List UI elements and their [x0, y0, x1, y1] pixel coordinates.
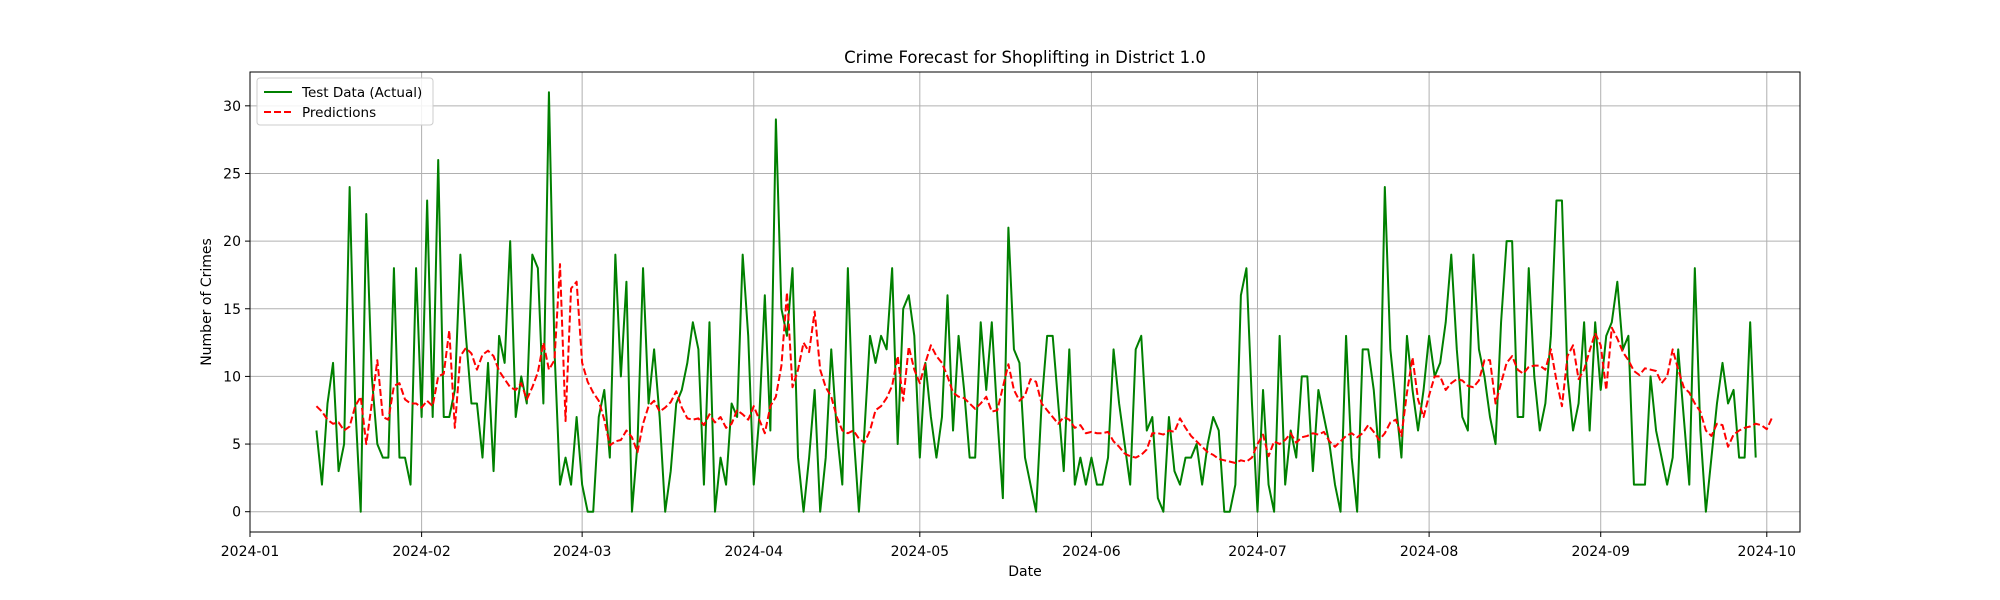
x-axis-title: Date	[1008, 564, 1041, 580]
legend: Test Data (Actual) Predictions	[256, 77, 434, 126]
x-tick-label: 2024-09	[1571, 544, 1630, 560]
y-tick-label: 0	[232, 505, 241, 521]
legend-label-actual: Test Data (Actual)	[301, 85, 422, 101]
y-tick-label: 5	[232, 437, 241, 453]
x-tick-label: 2024-03	[553, 544, 612, 560]
x-tick-label: 2024-08	[1400, 544, 1459, 560]
x-tick-label: 2024-04	[725, 544, 784, 560]
x-tick-label: 2024-02	[392, 544, 451, 560]
legend-box	[256, 77, 434, 126]
series-line-actual	[315, 91, 1757, 513]
plot-series	[315, 91, 1774, 513]
y-tick-label: 10	[223, 369, 241, 385]
x-tick-label: 2024-07	[1228, 544, 1287, 560]
grid-lines	[249, 72, 1800, 532]
y-tick-label: 20	[223, 234, 241, 250]
y-tick-label: 25	[223, 166, 241, 182]
x-tick-label: 2024-10	[1738, 544, 1797, 560]
x-axis: 2024-01 2024-02 2024-03 2024-04 2024-05 2024-…	[221, 532, 1796, 560]
y-tick-label: 30	[223, 99, 241, 115]
x-tick-label: 2024-01	[221, 544, 280, 560]
x-tick-label: 2024-06	[1062, 544, 1121, 560]
x-tick-label: 2024-05	[891, 544, 950, 560]
y-axis: 0 5 10 15 20 25 30	[223, 99, 250, 521]
chart-title: Crime Forecast for Shoplifting in Distri…	[844, 48, 1206, 67]
legend-label-predictions: Predictions	[302, 105, 376, 121]
y-axis-title: Number of Crimes	[199, 238, 215, 366]
plot-frame	[249, 71, 1801, 533]
y-tick-label: 15	[223, 302, 241, 318]
